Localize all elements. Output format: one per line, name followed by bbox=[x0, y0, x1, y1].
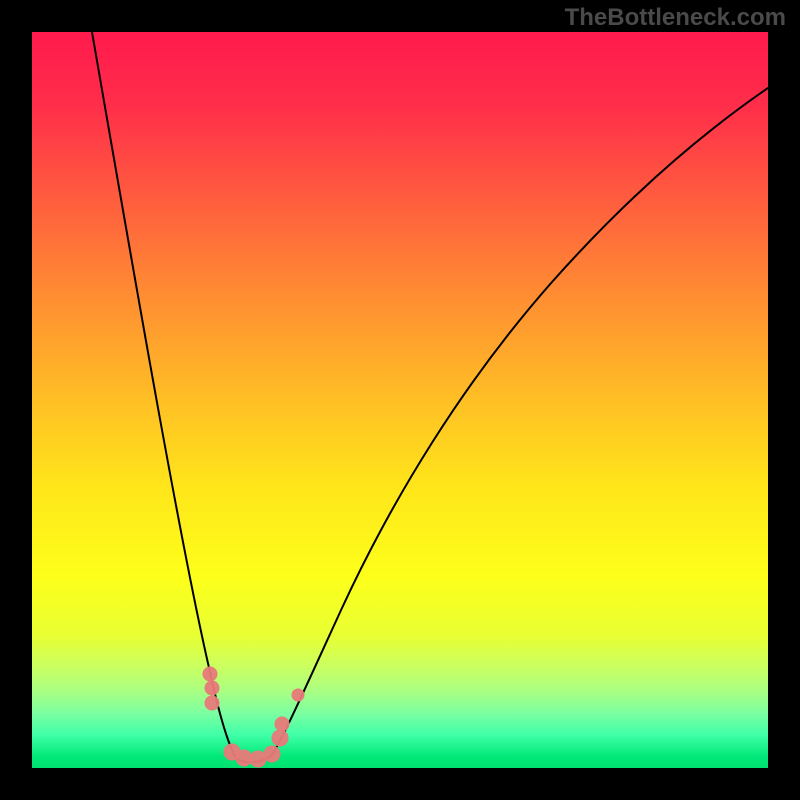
marker-point-8 bbox=[275, 717, 289, 731]
marker-point-6 bbox=[264, 746, 280, 762]
marker-point-9 bbox=[292, 689, 304, 701]
plot-background bbox=[32, 32, 768, 768]
chart-root: TheBottleneck.com bbox=[0, 0, 800, 800]
plot-svg bbox=[0, 0, 800, 800]
marker-point-2 bbox=[205, 696, 219, 710]
marker-point-0 bbox=[203, 667, 217, 681]
marker-point-7 bbox=[272, 730, 288, 746]
marker-point-1 bbox=[205, 681, 219, 695]
